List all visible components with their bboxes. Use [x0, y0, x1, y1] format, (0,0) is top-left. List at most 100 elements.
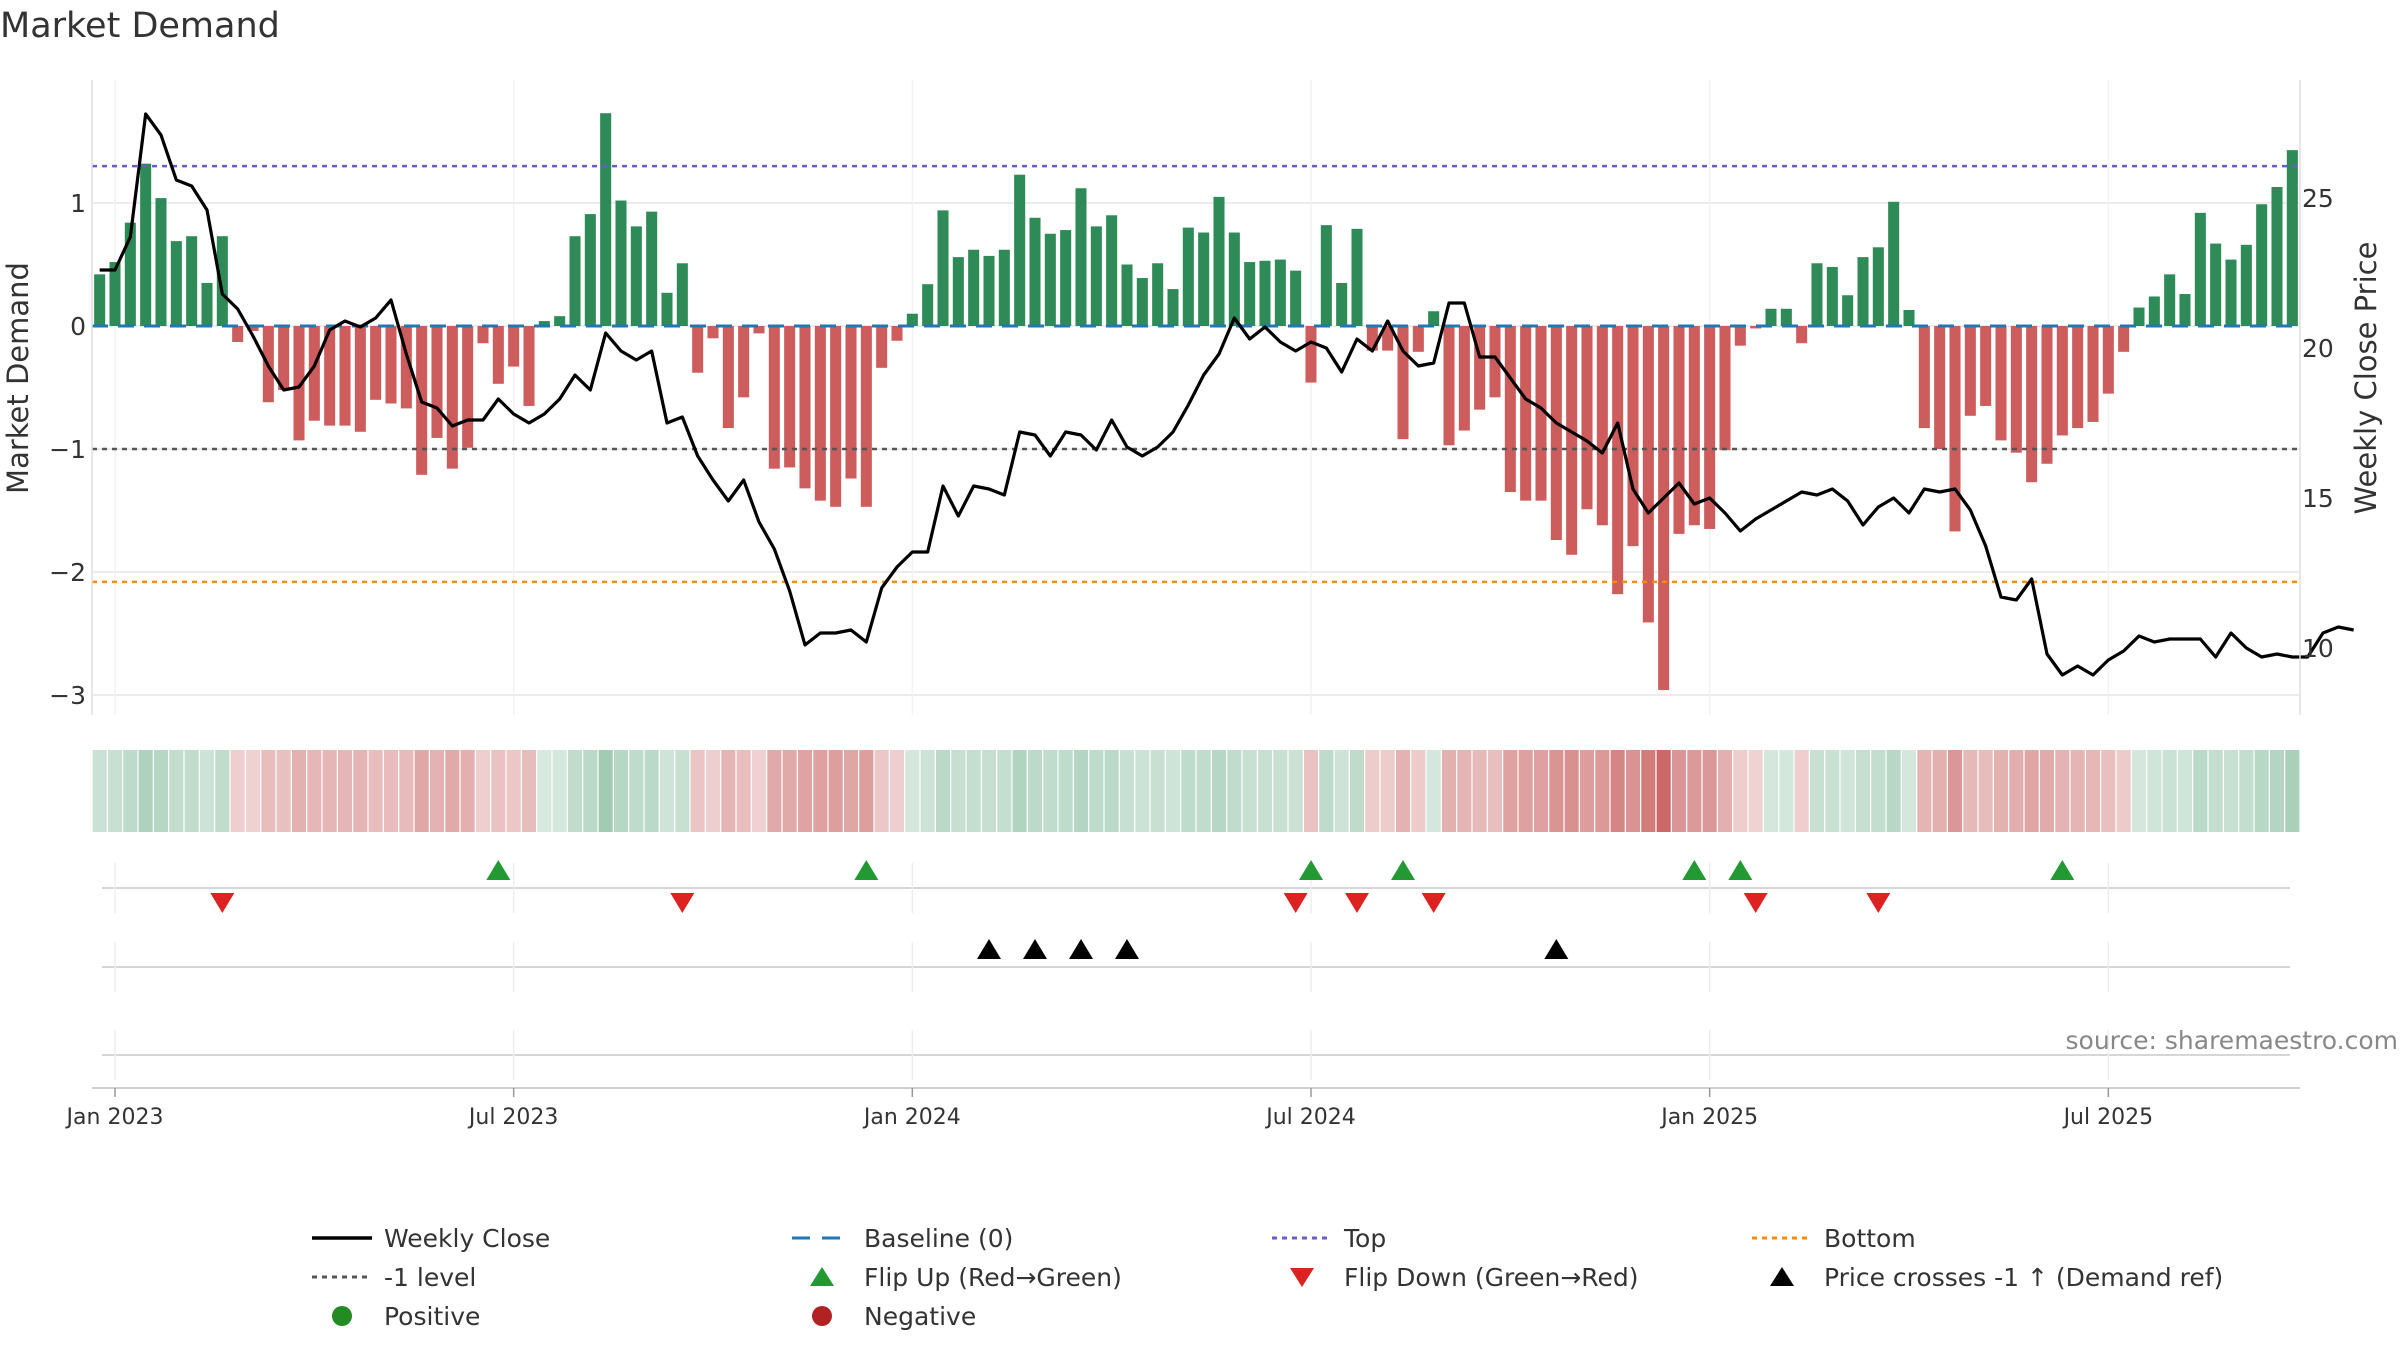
- strip-cell: [1181, 750, 1196, 832]
- legend-swatch: [332, 1306, 352, 1326]
- demand-bar: [339, 326, 351, 426]
- strip-cell: [1334, 750, 1349, 832]
- demand-bar: [124, 222, 136, 326]
- strip-cell: [675, 750, 690, 832]
- y2-tick-label: 10: [2302, 634, 2334, 663]
- demand-bar: [1366, 326, 1378, 351]
- flip-down-marker: [1283, 893, 1308, 913]
- demand-bar: [799, 326, 811, 489]
- demand-bar: [2087, 326, 2099, 422]
- strip-cell: [1779, 750, 1794, 832]
- demand-bar: [400, 326, 412, 409]
- demand-bar: [554, 316, 566, 326]
- legend-item: Bottom: [1752, 1224, 1916, 1253]
- demand-bar: [2148, 296, 2160, 326]
- demand-bar: [1673, 326, 1685, 534]
- flip-up-marker: [486, 860, 511, 880]
- demand-bar: [247, 326, 259, 331]
- demand-bar: [1474, 326, 1486, 410]
- strip-cell: [690, 750, 705, 832]
- strip-cell: [1503, 750, 1518, 832]
- demand-bar: [538, 321, 550, 326]
- strip-cell: [138, 750, 153, 832]
- demand-bar: [1627, 326, 1639, 547]
- strip-cell: [1901, 750, 1917, 832]
- strip-cell: [276, 750, 291, 832]
- demand-bar: [600, 113, 612, 327]
- strip-cell: [1733, 750, 1748, 832]
- strip-cell: [1257, 750, 1273, 832]
- demand-bar: [109, 262, 121, 326]
- demand-bar: [1842, 295, 1854, 326]
- strip-cell: [537, 750, 552, 832]
- legend-swatch: [1290, 1268, 1314, 1287]
- x-tick-label: Jan 2025: [1659, 1105, 1758, 1130]
- strip-cell: [843, 750, 859, 832]
- strip-cell: [736, 750, 751, 832]
- y2-tick-label: 20: [2302, 334, 2334, 363]
- strip-cell: [644, 750, 659, 832]
- demand-bar: [1734, 326, 1746, 346]
- reference-lines: [92, 164, 2300, 584]
- strip-cell: [659, 750, 675, 832]
- x-axis: Jan 2023 Jul 2023 Jan 2024 Jul 2024 Jan 2025…: [65, 1087, 2300, 1130]
- demand-bar: [232, 326, 244, 342]
- demand-bar: [370, 326, 382, 400]
- legend-item: Flip Down (Green→Red): [1290, 1263, 1639, 1292]
- demand-bar: [1351, 228, 1363, 326]
- strip-cell: [935, 750, 951, 832]
- demand-bar: [1075, 188, 1087, 326]
- demand-bar: [1780, 308, 1792, 326]
- legend-label: Top: [1343, 1224, 1386, 1253]
- y2-tick-label: 15: [2302, 484, 2334, 513]
- strip-cell: [889, 750, 905, 832]
- demand-bar: [2164, 274, 2176, 326]
- flip-down-marker: [1866, 893, 1891, 913]
- strip-cell: [583, 750, 598, 832]
- strip-cell: [1656, 750, 1671, 832]
- legend-item: Baseline (0): [792, 1224, 1013, 1253]
- strip-cell: [1610, 750, 1625, 832]
- event-rows: [102, 860, 2290, 1080]
- strip-cell: [1104, 750, 1119, 832]
- strip-cell: [1365, 750, 1380, 832]
- demand-bar: [738, 326, 750, 398]
- strip-cell: [1043, 750, 1058, 832]
- strip-cell: [429, 750, 445, 832]
- strip-cell: [1625, 750, 1641, 832]
- demand-bar: [1857, 257, 1869, 326]
- demand-bar: [1612, 326, 1624, 595]
- flip-up-marker: [1728, 860, 1753, 880]
- demand-bar: [354, 326, 366, 432]
- strip-cell: [2101, 750, 2116, 832]
- legend-swatch: [812, 1306, 832, 1326]
- demand-bar: [1106, 215, 1118, 326]
- strip-cell: [1441, 750, 1457, 832]
- demand-bar: [308, 326, 320, 421]
- demand-bar: [94, 274, 106, 326]
- legend-label: Price crosses -1 ↑ (Demand ref): [1824, 1263, 2223, 1292]
- strip-cell: [1641, 750, 1656, 832]
- demand-bar: [1796, 326, 1808, 344]
- strip-cell: [322, 750, 337, 832]
- strip-cell: [414, 750, 429, 832]
- demand-bar: [1566, 326, 1578, 555]
- legend-label: Flip Up (Red→Green): [864, 1263, 1122, 1292]
- strip-cell: [1135, 750, 1150, 832]
- demand-bar: [2179, 294, 2191, 326]
- demand-bar: [1642, 326, 1654, 623]
- strip-cell: [567, 750, 583, 832]
- strip-cell: [2085, 750, 2101, 832]
- demand-bar: [1750, 326, 1762, 329]
- strip-cell: [2070, 750, 2085, 832]
- strip-cell: [368, 750, 383, 832]
- price-cross-marker: [1115, 939, 1139, 959]
- strip-cell: [552, 750, 567, 832]
- demand-bar: [1934, 326, 1946, 449]
- legend-swatch: [810, 1267, 834, 1286]
- strip-cell: [1487, 750, 1503, 832]
- demand-bar: [1290, 270, 1302, 326]
- demand-bar: [2225, 259, 2237, 326]
- demand-bar: [1504, 326, 1516, 493]
